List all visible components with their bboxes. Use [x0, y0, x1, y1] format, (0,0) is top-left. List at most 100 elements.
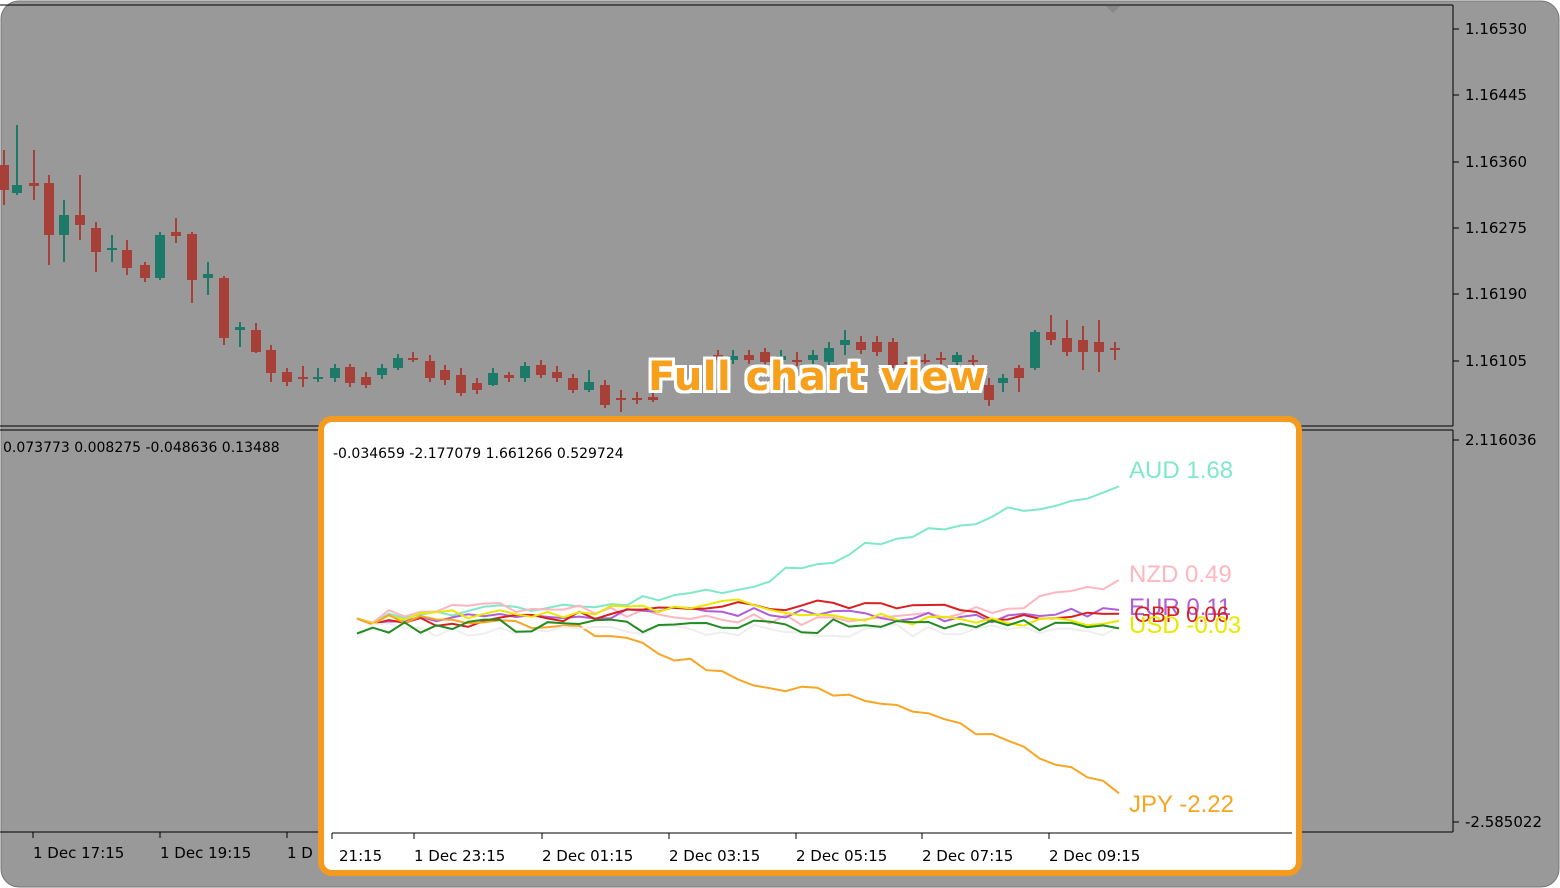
candle-body [122, 250, 132, 268]
currency-label-jpy: JPY -2.22 [1129, 791, 1234, 818]
candle-body [968, 360, 978, 362]
candle-body [872, 342, 882, 352]
inset-time-label: 2 Dec 05:15 [796, 847, 888, 865]
currency-line-unlabeled [356, 618, 1120, 635]
candle-body [824, 348, 834, 362]
candle-body [1014, 368, 1024, 378]
price-label: 1.16190 [1465, 285, 1528, 303]
candle-body [856, 342, 866, 350]
candle-body [266, 350, 276, 373]
candle-body [713, 355, 723, 360]
price-axis-ticks [1453, 28, 1459, 823]
currency-strength-chart [331, 485, 1292, 839]
candle-body [440, 370, 450, 380]
candle-body [520, 366, 530, 378]
candle-body [1030, 332, 1040, 368]
candle-body [456, 375, 466, 393]
candle-body [187, 234, 197, 280]
indicator-values: 0.073773 0.008275 -0.048636 0.13488 [3, 440, 280, 456]
time-label: 1 Dec 17:15 [33, 844, 125, 862]
price-label: 1.16360 [1465, 153, 1528, 171]
candle-body [952, 355, 962, 362]
candle-body [12, 185, 22, 193]
inset-time-label: 21:15 [339, 847, 383, 865]
candle-body [600, 385, 610, 405]
candle-body [1046, 332, 1056, 340]
candle-body [140, 265, 150, 278]
candle-body [888, 342, 898, 365]
candle-body [75, 215, 85, 225]
candle-body [219, 278, 229, 338]
candle-body [792, 360, 802, 362]
candle-body [568, 378, 578, 390]
candle-body [345, 367, 355, 383]
currency-label-aud: AUD 1.68 [1129, 457, 1234, 484]
time-label: 1 Dec 19:15 [160, 844, 252, 862]
chart-shift-marker[interactable] [1106, 6, 1120, 13]
candle-body [1078, 340, 1088, 352]
currency-line-usd [356, 598, 1120, 627]
candle-body [361, 377, 371, 385]
candle-body [1110, 348, 1120, 350]
price-label: 1.16275 [1465, 219, 1528, 237]
candle-body [425, 361, 435, 378]
candle-body [808, 355, 818, 360]
inset-time-ticks [331, 833, 1050, 839]
price-label: 1.16105 [1465, 352, 1528, 370]
currency-line-nzd [356, 579, 1120, 627]
candle-body [998, 378, 1008, 383]
candle-body [44, 183, 54, 235]
candle-body [840, 340, 850, 345]
candlestick-series [0, 125, 1120, 412]
candle-body [744, 355, 754, 360]
candle-body [936, 358, 946, 360]
candle-body [0, 165, 9, 190]
inset-time-label: 2 Dec 01:15 [542, 847, 634, 865]
inset-time-label: 2 Dec 09:15 [1049, 847, 1141, 865]
candle-body [59, 215, 69, 235]
candle-body [920, 360, 930, 362]
currency-label-usd: USD -0.03 [1129, 612, 1242, 639]
candle-body [171, 232, 181, 236]
indicator-max-label: 2.116036 [1465, 431, 1537, 449]
candle-body [298, 377, 308, 379]
indicator-min-label: -2.585022 [1465, 813, 1542, 831]
candle-body [203, 274, 213, 278]
candle-body [648, 397, 658, 400]
candle-body [377, 368, 387, 375]
currency-label-nzd: NZD 0.49 [1129, 561, 1232, 588]
inset-time-label: 2 Dec 03:15 [669, 847, 761, 865]
candle-body [29, 183, 39, 186]
currency-line-jpy [356, 613, 1120, 795]
candle-body [616, 398, 626, 400]
full-chart-view-title: Full chart view [648, 354, 987, 400]
currency-line-unlabeled [356, 622, 1120, 639]
candle-body [776, 356, 786, 360]
inset-indicator-values: -0.034659 -2.177079 1.661266 0.529724 [333, 446, 624, 462]
candle-body [1094, 342, 1104, 352]
candle-body [155, 235, 165, 278]
candle-body [1062, 338, 1072, 352]
candle-body [728, 356, 738, 360]
currency-label-gbp: GBP 0.06 [1134, 602, 1229, 627]
candle-body [504, 375, 514, 378]
inset-time-label: 2 Dec 07:15 [922, 847, 1014, 865]
candle-body [91, 228, 101, 252]
candle-body [235, 327, 245, 330]
candle-body [330, 368, 340, 378]
candle-body [393, 358, 403, 368]
candle-body [984, 385, 994, 400]
candle-body [282, 372, 292, 382]
candle-body [584, 382, 594, 390]
candle-body [632, 398, 642, 400]
candle-body [107, 248, 117, 250]
currency-line-eur [356, 606, 1120, 626]
time-axis-ticks [32, 832, 288, 838]
currency-lines [356, 485, 1120, 795]
candle-body [408, 358, 418, 360]
candle-body [488, 373, 498, 385]
currency-line-aud [356, 485, 1120, 625]
time-label: 1 D [287, 844, 313, 862]
candle-body [760, 352, 770, 362]
candle-body [552, 372, 562, 378]
